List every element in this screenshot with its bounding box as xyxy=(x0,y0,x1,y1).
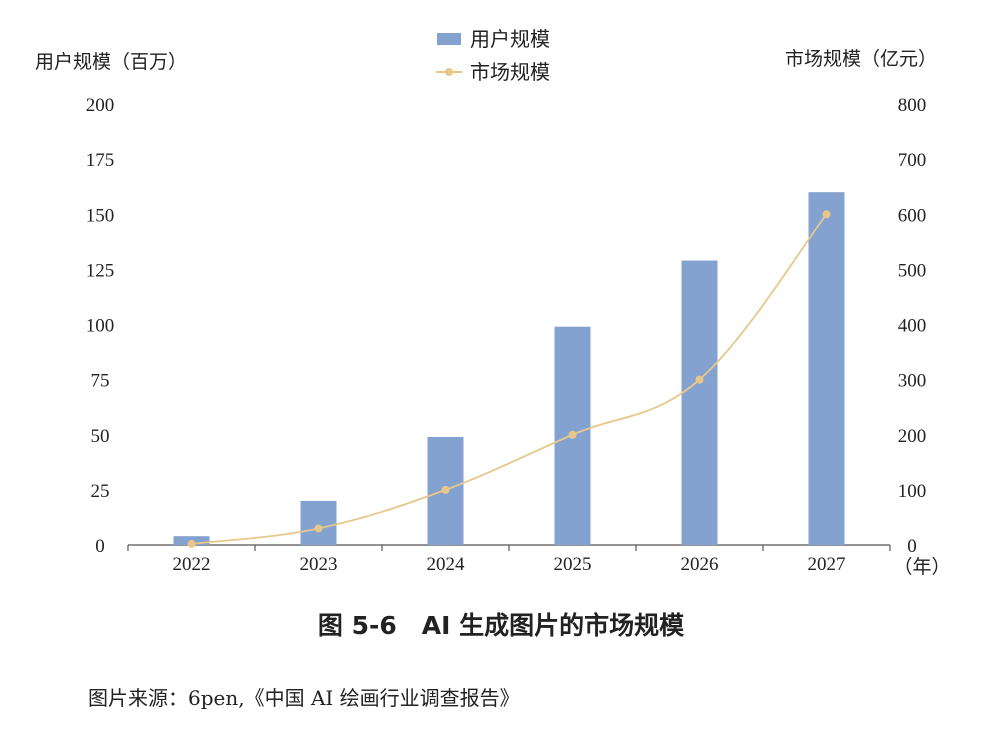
right-tick-label: 0 xyxy=(907,536,917,557)
x-tick-label: 2027 xyxy=(808,554,846,575)
x-axis: 2022 2023 2024 2025 2026 2027 （年） xyxy=(127,544,951,578)
left-tick-label: 175 xyxy=(86,150,115,171)
right-tick-label: 600 xyxy=(898,205,927,226)
line-point xyxy=(187,539,196,548)
bar xyxy=(300,500,337,545)
right-tick-label: 800 xyxy=(898,95,927,116)
bar xyxy=(808,192,845,545)
bar xyxy=(681,260,718,545)
legend-swatch-bar xyxy=(437,33,461,45)
line-point xyxy=(314,524,323,533)
right-tick-label: 400 xyxy=(898,316,927,337)
left-tick-label: 75 xyxy=(91,371,110,392)
x-unit-label: （年） xyxy=(893,556,950,578)
line-point xyxy=(695,375,704,384)
right-axis-title: 市场规模（亿元） xyxy=(785,48,937,70)
left-tick-label: 50 xyxy=(91,426,110,447)
left-axis-title: 用户规模（百万） xyxy=(35,51,187,73)
line-series xyxy=(187,210,831,548)
right-axis: 0 100 200 300 400 500 600 700 800 市场规模（亿元） xyxy=(785,48,937,557)
x-tick-label: 2024 xyxy=(427,554,466,575)
right-tick-label: 200 xyxy=(898,426,927,447)
bar-series xyxy=(173,192,845,545)
left-tick-label: 25 xyxy=(91,481,110,502)
right-tick-label: 500 xyxy=(898,260,927,281)
legend-swatch-marker xyxy=(445,68,453,76)
line-point xyxy=(441,485,450,494)
left-tick-label: 125 xyxy=(86,260,115,281)
left-tick-label: 150 xyxy=(86,205,115,226)
left-tick-label: 200 xyxy=(86,95,115,116)
x-tick-label: 2023 xyxy=(300,554,338,575)
x-tick-label: 2022 xyxy=(173,554,211,575)
legend-label-bar: 用户规模 xyxy=(470,27,550,51)
x-tick-label: 2025 xyxy=(554,554,592,575)
left-tick-label: 100 xyxy=(86,316,115,337)
right-tick-label: 300 xyxy=(898,371,927,392)
line-point xyxy=(822,210,831,219)
figure-source: 图片来源：6pen,《中国 AI 绘画行业调查报告》 xyxy=(88,686,520,710)
line-point xyxy=(568,430,577,439)
x-tick-label: 2026 xyxy=(681,554,719,575)
line-path xyxy=(191,213,828,545)
right-tick-label: 100 xyxy=(898,481,927,502)
figure-caption: 图 5-6 AI 生成图片的市场规模 xyxy=(317,611,685,640)
left-tick-label: 0 xyxy=(95,536,105,557)
legend-label-line: 市场规模 xyxy=(470,60,550,84)
left-axis: 0 25 50 75 100 125 150 175 200 用户规模（百万） xyxy=(35,51,187,557)
right-tick-label: 700 xyxy=(898,150,927,171)
